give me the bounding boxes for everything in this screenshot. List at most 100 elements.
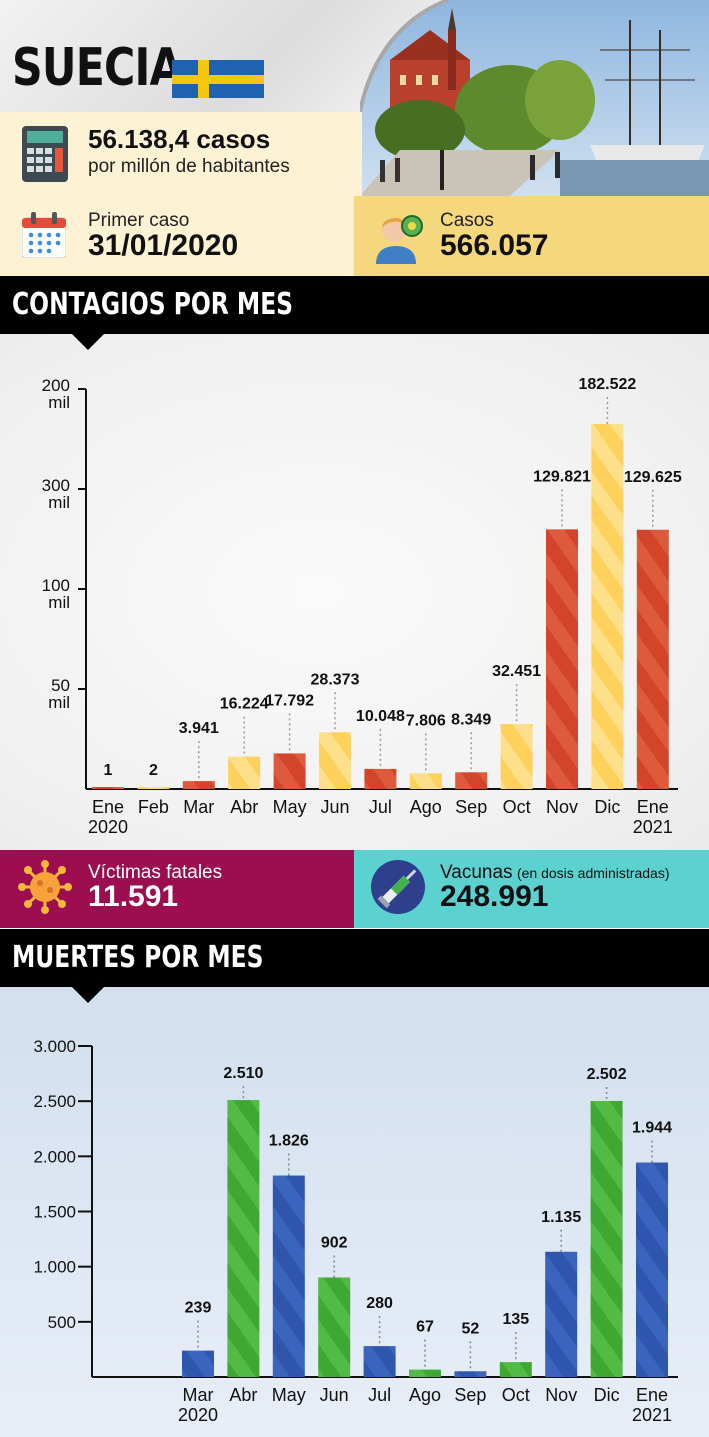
cases-section-pointer <box>72 334 104 350</box>
deaths-bar-4 <box>363 1346 396 1377</box>
deaths-bar-7 <box>499 1362 532 1377</box>
cases-category-label: Ago <box>410 797 442 817</box>
cases-y-tick-unit: mil <box>48 593 70 612</box>
cases-y-tick-unit: mil <box>48 493 70 512</box>
cases-bar-12 <box>636 529 669 789</box>
deaths-category-label: Oct <box>502 1385 530 1405</box>
cases-value: 566.057 <box>440 229 549 262</box>
virus-icon <box>18 860 72 914</box>
deaths-y-tick-label: 2.500 <box>33 1092 76 1111</box>
cases-bar-0 <box>92 787 124 789</box>
deaths-category-label: Ene <box>636 1385 668 1405</box>
cases-y-tick-label: 200 <box>42 376 70 395</box>
cases-bar-8 <box>455 772 488 789</box>
cases-year-label-start: 2020 <box>88 817 128 837</box>
deaths-value-label: 1.944 <box>632 1120 672 1137</box>
cases-value-label: 32.451 <box>492 663 541 680</box>
patient-virus-icon <box>372 208 426 264</box>
sweden-flag-icon <box>172 60 264 98</box>
deaths-y-tick-label: 1.500 <box>33 1203 76 1222</box>
cases-category-label: Dic <box>594 797 620 817</box>
deaths-chart: 500 1.000 1.500 2.000 2.500 3.000 239 Mar 2.510 A… <box>33 1037 678 1425</box>
cases-bar-6 <box>364 768 397 789</box>
deaths-section-bar <box>0 929 709 987</box>
deaths-value-label: 52 <box>462 1320 480 1337</box>
deaths-y-tick-label: 1.000 <box>33 1258 76 1277</box>
cases-value-label: 17.792 <box>265 692 314 709</box>
deaths-value: 11.591 <box>88 880 179 913</box>
calendar-icon <box>21 212 67 259</box>
deaths-category-label: Mar <box>183 1385 214 1405</box>
deaths-section-title: MUERTES POR MES <box>12 940 264 975</box>
deaths-category-label: Dic <box>594 1385 620 1405</box>
cases-y-tick-label: 300 <box>42 476 70 495</box>
cases-year-label-end: 2021 <box>633 817 673 837</box>
cases-chart: 50mil100mil300mil200mil1Ene2Feb3.941Mar1… <box>42 376 682 837</box>
cases-y-tick-unit: mil <box>48 693 70 712</box>
per-million-label: por millón de habitantes <box>88 156 290 177</box>
vaccines-note: (en dosis administradas) <box>516 865 670 881</box>
cases-category-label: Nov <box>546 797 578 817</box>
deaths-category-label: Jul <box>368 1385 391 1405</box>
vaccines-label: Vacunas <box>440 862 513 883</box>
cases-category-label: Feb <box>138 797 169 817</box>
cases-y-tick-unit: mil <box>48 393 70 412</box>
calculator-icon <box>22 126 68 182</box>
deaths-value-label: 135 <box>502 1311 529 1328</box>
cases-y-tick-label: 100 <box>42 576 70 595</box>
cases-bar-2 <box>182 781 215 789</box>
cases-category-label: Ene <box>92 797 124 817</box>
deaths-bar-5 <box>409 1369 441 1377</box>
deaths-y-tick-label: 500 <box>48 1313 76 1332</box>
deaths-bar-8 <box>545 1251 578 1377</box>
per-million-value: 56.138,4 casos <box>88 124 271 154</box>
deaths-bar-6 <box>454 1371 487 1377</box>
deaths-y-tick-label: 2.000 <box>33 1147 76 1166</box>
deaths-category-label: Sep <box>454 1385 486 1405</box>
cases-category-label: Jul <box>369 797 392 817</box>
deaths-value-label: 280 <box>366 1295 393 1312</box>
deaths-bar-3 <box>318 1277 351 1377</box>
deaths-bar-1 <box>227 1100 260 1377</box>
cases-value-label: 3.941 <box>179 720 219 737</box>
deaths-value-label: 1.826 <box>269 1133 309 1150</box>
deaths-value-label: 2.502 <box>587 1066 627 1083</box>
deaths-bar-10 <box>636 1162 668 1377</box>
deaths-section-pointer <box>72 987 104 1003</box>
cases-bar-7 <box>409 773 442 789</box>
stockholm-photo <box>360 0 709 196</box>
cases-y-tick-label: 50 <box>51 676 70 695</box>
deaths-year-label-start: 2020 <box>178 1405 218 1425</box>
cases-value-label: 7.806 <box>406 712 446 729</box>
vaccines-label-row: Vacunas (en dosis administradas) <box>440 862 670 884</box>
cases-chart-background <box>0 334 709 850</box>
cases-value-label: 129.821 <box>533 468 591 485</box>
cases-category-label: May <box>273 797 307 817</box>
cases-bar-5 <box>319 732 351 789</box>
cases-value-label: 182.522 <box>578 376 636 393</box>
cases-bar-4 <box>273 753 306 789</box>
cases-value-label: 28.373 <box>311 671 360 688</box>
first-case-label: Primer caso <box>88 210 190 231</box>
country-title: SUECIA <box>12 38 183 98</box>
deaths-value-label: 902 <box>321 1234 348 1251</box>
deaths-value-label: 1.135 <box>541 1209 581 1226</box>
deaths-category-label: Nov <box>545 1385 577 1405</box>
deaths-value-label: 2.510 <box>223 1065 263 1082</box>
cases-bar-3 <box>228 756 261 789</box>
deaths-bar-2 <box>272 1175 305 1377</box>
cases-value-label: 2 <box>149 762 158 779</box>
cases-bar-11 <box>591 423 624 789</box>
cases-value-label: 10.048 <box>356 708 405 725</box>
cases-value-label: 1 <box>104 762 113 779</box>
deaths-bar-0 <box>182 1350 214 1377</box>
deaths-category-label: Abr <box>229 1385 257 1405</box>
cases-value-label: 8.349 <box>451 711 491 728</box>
deaths-y-tick-label: 3.000 <box>33 1037 76 1056</box>
deaths-category-label: Ago <box>409 1385 441 1405</box>
cases-bar-10 <box>546 529 578 789</box>
deaths-category-label: May <box>272 1385 306 1405</box>
deaths-value-label: 67 <box>416 1319 434 1336</box>
cases-section-bar <box>0 276 709 334</box>
first-case-value: 31/01/2020 <box>88 229 239 262</box>
